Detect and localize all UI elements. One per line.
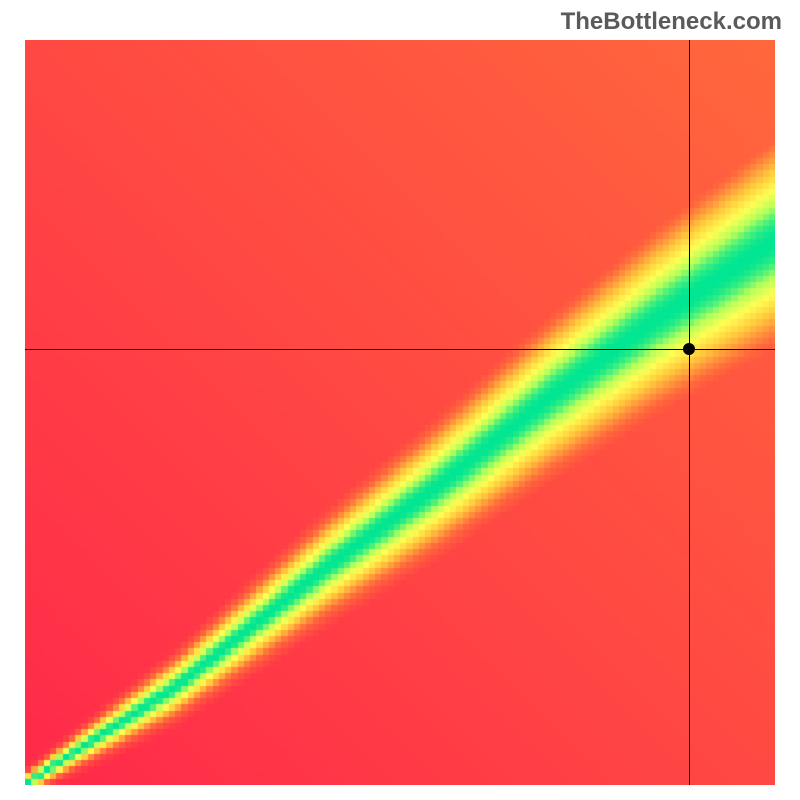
crosshair-marker [683,343,695,355]
watermark-text: TheBottleneck.com [561,8,782,36]
chart-container: { "watermark": { "text": "TheBottleneck.… [0,0,800,800]
heatmap-canvas [25,40,775,785]
crosshair-horizontal [25,349,775,350]
crosshair-vertical [689,40,690,785]
heatmap-plot [25,40,775,785]
